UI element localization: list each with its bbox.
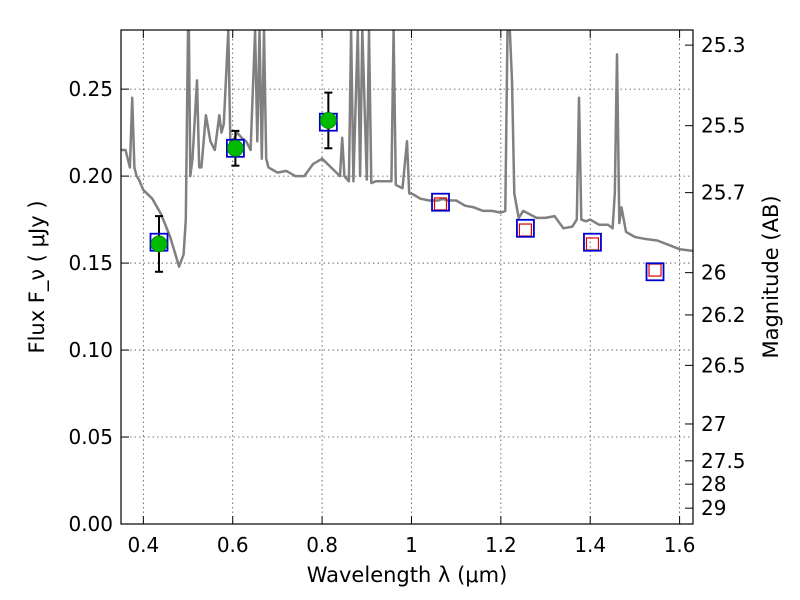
x-tick-label: 1.2 <box>485 533 517 557</box>
green-point <box>150 235 168 253</box>
x-tick-label: 0.8 <box>306 533 338 557</box>
right-tick-label: 27 <box>701 412 726 436</box>
right-tick-label: 25.5 <box>701 114 746 138</box>
x-tick-label: 1.4 <box>574 533 606 557</box>
x-tick-label: 1.6 <box>664 533 696 557</box>
blue-square-point <box>516 218 535 238</box>
blue-square-point <box>583 232 602 252</box>
y-axis-right-label: Magnitude (AB) <box>759 195 783 358</box>
y-tick-label: 0.15 <box>68 251 113 275</box>
y-tick-label: 0.05 <box>68 425 113 449</box>
y-tick-label: 0.10 <box>68 338 113 362</box>
green-point <box>319 112 337 129</box>
right-tick-label: 25.7 <box>701 181 746 205</box>
x-tick-label: 0.4 <box>127 533 159 557</box>
photometry-series <box>149 91 665 282</box>
spectrum-series <box>121 30 693 268</box>
x-tick-label: 1 <box>405 533 418 557</box>
right-tick-label: 26.2 <box>701 303 746 327</box>
red-square-point <box>518 223 533 237</box>
red-square-point <box>648 263 662 277</box>
spectrum-line <box>121 30 693 268</box>
x-tick-label: 0.6 <box>217 533 249 557</box>
right-tick-label: 25.3 <box>701 33 746 57</box>
right-tick-label: 29 <box>701 496 726 520</box>
green-point <box>226 139 244 157</box>
blue-square-point <box>431 192 450 212</box>
y-axis-left: 0.00 0.05 0.10 0.15 0.20 0.25 <box>68 77 129 536</box>
blue-square-point <box>645 262 665 282</box>
plot-frame <box>120 29 694 525</box>
right-tick-label: 27.5 <box>701 449 746 473</box>
y-axis-label: Flux F_ν ( μJy ) <box>25 200 50 353</box>
gridlines <box>121 30 693 524</box>
right-tick-label: 28 <box>701 472 726 496</box>
right-tick-label: 26.5 <box>701 353 746 377</box>
right-tick-label: 26 <box>701 261 726 285</box>
y-tick-label: 0.00 <box>68 512 113 536</box>
y-tick-label: 0.20 <box>68 164 113 188</box>
red-square-point <box>585 237 600 251</box>
blue-square-point <box>225 138 245 158</box>
y-tick-label: 0.25 <box>68 77 113 101</box>
x-axis-label: Wavelength λ (μm) <box>307 563 508 587</box>
x-axis: 0.4 0.6 0.8 1 1.2 1.4 1.6 <box>127 30 696 557</box>
